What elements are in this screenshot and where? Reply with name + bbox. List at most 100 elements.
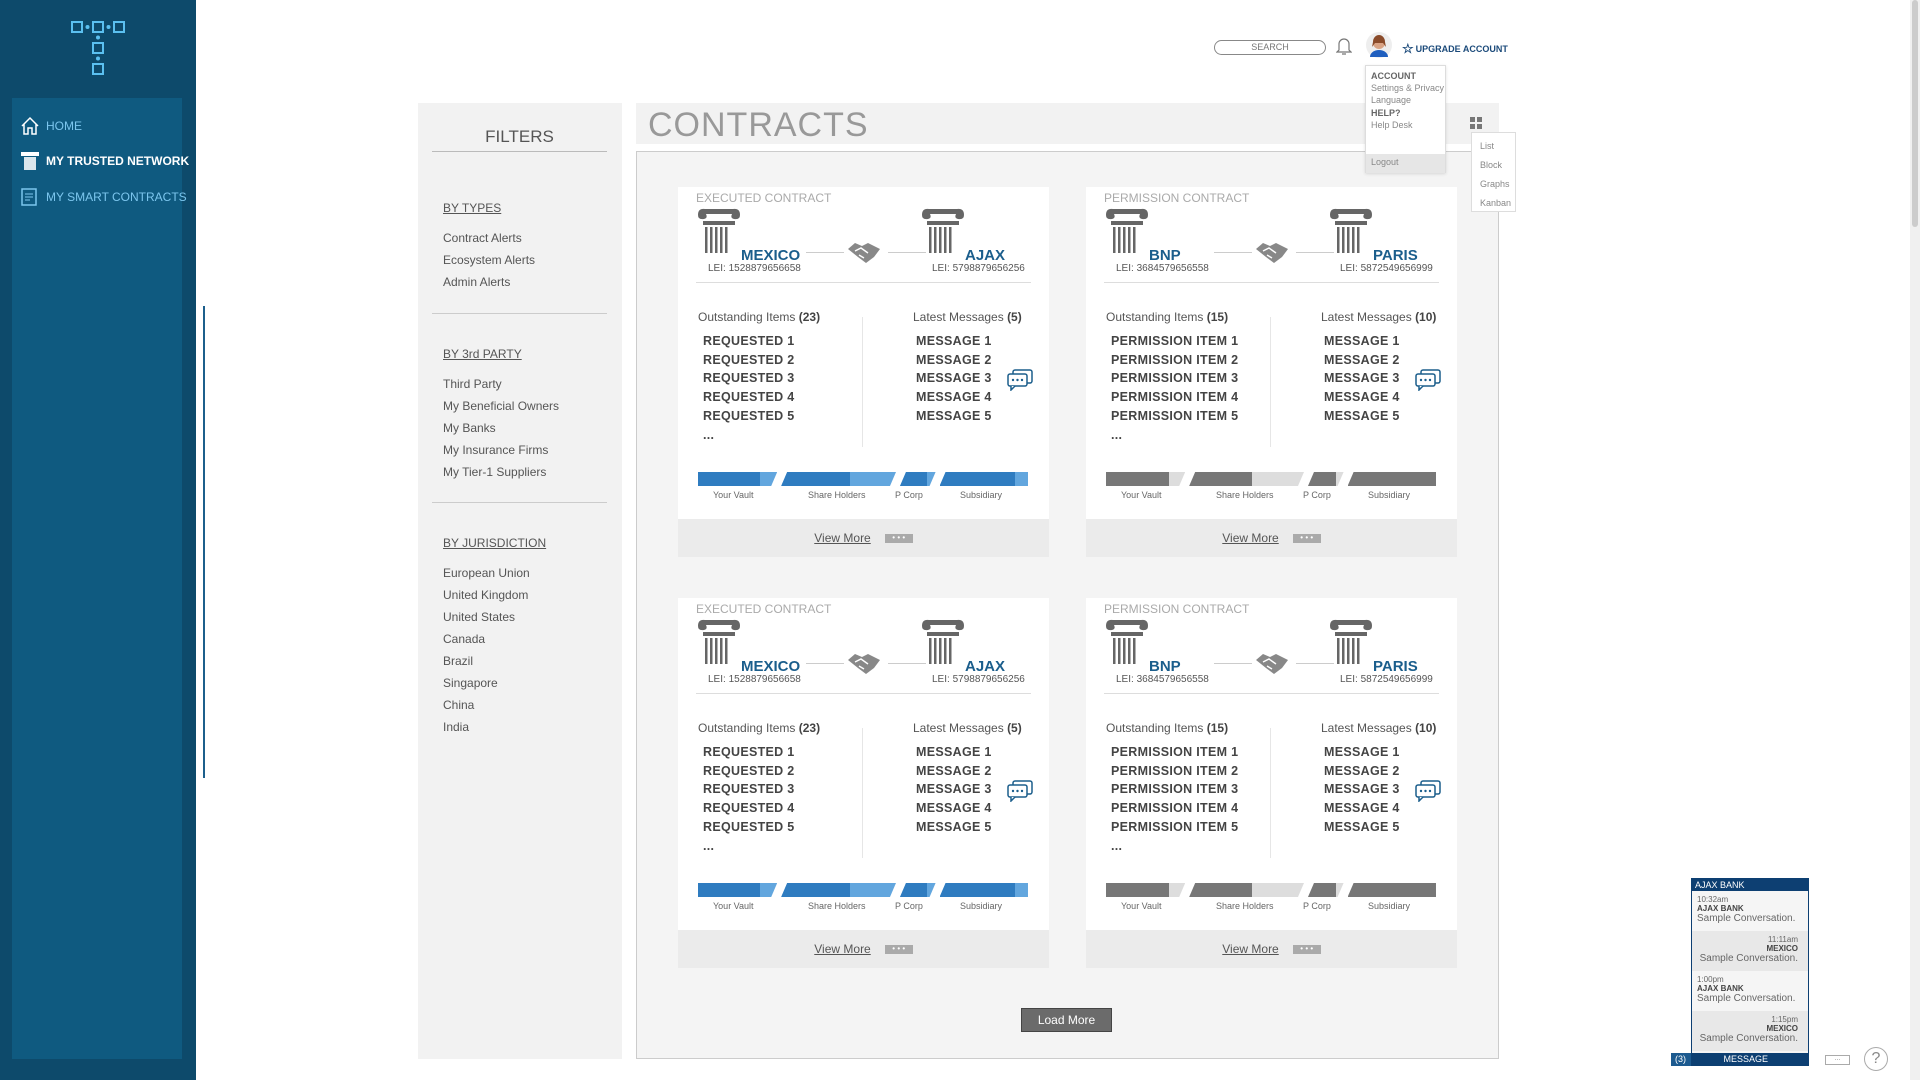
view-block[interactable]: Block <box>1480 160 1503 170</box>
message-item[interactable]: MESSAGE 5 <box>1324 408 1400 423</box>
message-item[interactable]: MESSAGE 1 <box>1324 334 1400 348</box>
more-button[interactable]: • • • <box>884 944 913 954</box>
filter-item[interactable]: Ecosystem Alerts <box>443 253 536 267</box>
grid-view-icon[interactable] <box>1470 117 1482 129</box>
outstanding-item[interactable]: REQUESTED 2 <box>703 763 795 778</box>
avatar[interactable] <box>1366 32 1392 58</box>
party-name[interactable]: PARIS <box>1373 658 1418 675</box>
outstanding-item[interactable]: PERMISSION ITEM 4 <box>1111 801 1239 816</box>
message-item[interactable]: MESSAGE 4 <box>1324 801 1400 816</box>
filter-item[interactable]: My Banks <box>443 421 496 435</box>
party-name[interactable]: MEXICO <box>741 658 801 675</box>
outstanding-item[interactable]: ... <box>1111 838 1123 853</box>
outstanding-item[interactable]: PERMISSION ITEM 3 <box>1111 782 1239 797</box>
message-item[interactable]: MESSAGE 4 <box>916 801 992 816</box>
view-more-link[interactable]: View More <box>1222 531 1279 545</box>
filter-item[interactable]: Admin Alerts <box>443 275 511 289</box>
filter-group-heading[interactable]: BY 3rd PARTY <box>443 347 522 361</box>
menu-settings-privacy[interactable]: Settings & Privacy <box>1371 83 1445 93</box>
scrollbar-thumb[interactable] <box>1912 0 1918 227</box>
view-kanban[interactable]: Kanban <box>1480 198 1512 208</box>
view-list[interactable]: List <box>1480 141 1495 151</box>
search-input[interactable]: SEARCH <box>1214 40 1326 55</box>
message-item[interactable]: MESSAGE 3 <box>916 782 992 797</box>
outstanding-item[interactable]: REQUESTED 3 <box>703 371 795 386</box>
filter-item[interactable]: Third Party <box>443 377 502 391</box>
chat-icon[interactable] <box>1415 780 1441 802</box>
message-item[interactable]: MESSAGE 1 <box>1324 745 1400 759</box>
filter-item[interactable]: Brazil <box>443 654 474 668</box>
outstanding-item[interactable]: PERMISSION ITEM 3 <box>1111 371 1239 386</box>
party-name[interactable]: PARIS <box>1373 247 1418 264</box>
sidebar-item-home[interactable]: HOME <box>20 116 82 136</box>
outstanding-item[interactable]: PERMISSION ITEM 5 <box>1111 819 1239 834</box>
outstanding-item[interactable]: REQUESTED 2 <box>703 352 795 367</box>
message-item[interactable]: MESSAGE 3 <box>916 371 992 386</box>
menu-logout[interactable]: Logout <box>1366 154 1445 173</box>
view-more-link[interactable]: View More <box>814 531 871 545</box>
filter-item[interactable]: United States <box>443 610 516 624</box>
filter-item[interactable]: Singapore <box>443 676 498 690</box>
filter-item[interactable]: United Kingdom <box>443 588 529 602</box>
menu-help-desk[interactable]: Help Desk <box>1371 120 1413 130</box>
party-name[interactable]: MEXICO <box>741 247 801 264</box>
filter-item[interactable]: Contract Alerts <box>443 231 522 245</box>
party-name[interactable]: BNP <box>1149 658 1181 675</box>
outstanding-item[interactable]: PERMISSION ITEM 1 <box>1111 745 1239 759</box>
message-item[interactable]: MESSAGE 1 <box>916 334 992 348</box>
chat-icon[interactable] <box>1415 369 1441 391</box>
message-item[interactable]: MESSAGE 3 <box>1324 782 1400 797</box>
outstanding-item[interactable]: PERMISSION ITEM 2 <box>1111 352 1239 367</box>
outstanding-item[interactable]: REQUESTED 5 <box>703 819 795 834</box>
outstanding-item[interactable]: REQUESTED 4 <box>703 801 795 816</box>
filter-item[interactable]: China <box>443 698 475 712</box>
menu-language[interactable]: Language <box>1371 95 1412 105</box>
view-more-link[interactable]: View More <box>814 942 871 956</box>
outstanding-item[interactable]: PERMISSION ITEM 1 <box>1111 334 1239 348</box>
filter-item[interactable]: Canada <box>443 632 486 646</box>
filter-item[interactable]: European Union <box>443 566 530 580</box>
message-item[interactable]: MESSAGE 3 <box>1324 371 1400 386</box>
outstanding-item[interactable]: REQUESTED 1 <box>703 334 795 348</box>
chat-icon[interactable] <box>1007 780 1033 802</box>
message-item[interactable]: MESSAGE 4 <box>1324 390 1400 405</box>
message-item[interactable]: MESSAGE 2 <box>916 763 992 778</box>
upgrade-account-link[interactable]: ☆ UPGRADE ACCOUNT <box>1402 41 1508 57</box>
message-item[interactable]: MESSAGE 2 <box>1324 763 1400 778</box>
filter-group-heading[interactable]: BY JURISDICTION <box>443 536 547 550</box>
outstanding-item[interactable]: REQUESTED 5 <box>703 408 795 423</box>
chat-icon[interactable] <box>1007 369 1033 391</box>
sidebar-item-trusted-network[interactable]: MY TRUSTED NETWORK <box>20 151 189 171</box>
bell-icon[interactable] <box>1336 36 1352 56</box>
more-button[interactable]: • • • <box>884 533 913 543</box>
outstanding-item[interactable]: PERMISSION ITEM 2 <box>1111 763 1239 778</box>
page-scrollbar[interactable] <box>1910 0 1920 1080</box>
load-more-button[interactable]: Load More <box>1021 1008 1112 1032</box>
party-name[interactable]: AJAX <box>965 247 1006 264</box>
message-item[interactable]: MESSAGE 1 <box>916 745 992 759</box>
filter-item[interactable]: India <box>443 720 470 734</box>
message-item[interactable]: MESSAGE 5 <box>916 819 992 834</box>
filter-item[interactable]: My Insurance Firms <box>443 443 549 457</box>
outstanding-item[interactable]: PERMISSION ITEM 5 <box>1111 408 1239 423</box>
message-item[interactable]: MESSAGE 2 <box>1324 352 1400 367</box>
scroll-indicator[interactable] <box>203 306 205 778</box>
party-name[interactable]: BNP <box>1149 247 1181 264</box>
view-more-link[interactable]: View More <box>1222 942 1279 956</box>
help-button[interactable]: ? <box>1864 1047 1888 1071</box>
outstanding-item[interactable]: PERMISSION ITEM 4 <box>1111 390 1239 405</box>
party-name[interactable]: AJAX <box>965 658 1006 675</box>
filter-item[interactable]: My Tier-1 Suppliers <box>443 465 547 479</box>
more-button[interactable]: • • • <box>1292 944 1321 954</box>
more-options-button[interactable]: ... <box>1825 1055 1850 1065</box>
filter-group-heading[interactable]: BY TYPES <box>443 201 502 215</box>
outstanding-item[interactable]: REQUESTED 4 <box>703 390 795 405</box>
outstanding-item[interactable]: REQUESTED 3 <box>703 782 795 797</box>
outstanding-item[interactable]: REQUESTED 1 <box>703 745 795 759</box>
message-item[interactable]: MESSAGE 4 <box>916 390 992 405</box>
view-graphs[interactable]: Graphs <box>1480 179 1510 189</box>
outstanding-item[interactable]: ... <box>703 427 715 442</box>
message-item[interactable]: MESSAGE 2 <box>916 352 992 367</box>
outstanding-item[interactable]: ... <box>1111 427 1123 442</box>
sidebar-item-smart-contracts[interactable]: MY SMART CONTRACTS <box>20 187 187 207</box>
